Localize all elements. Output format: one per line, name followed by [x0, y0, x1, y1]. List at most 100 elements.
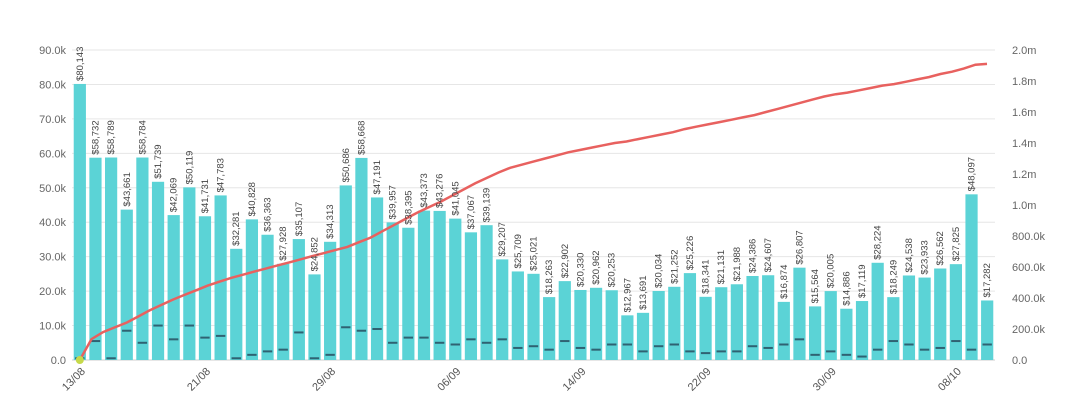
bar[interactable] [668, 286, 681, 360]
bar[interactable] [887, 297, 900, 360]
y-right-tick-label: 1.6m [1012, 107, 1036, 119]
bar-data-label: $25,709 [513, 234, 524, 268]
bar-data-label: $20,005 [826, 254, 837, 288]
bar[interactable] [574, 289, 587, 360]
bar[interactable] [699, 296, 712, 360]
bar-data-label: $39,139 [482, 188, 493, 222]
bar[interactable] [871, 262, 884, 360]
bar-data-label: $25,226 [685, 236, 696, 270]
bar-data-label: $36,363 [263, 197, 274, 231]
watermark: 大数跨境 [11, 389, 116, 410]
bar-data-label: $43,373 [419, 173, 430, 207]
bar-data-label: $35,107 [294, 202, 305, 236]
bar-data-label: $48,097 [967, 157, 978, 191]
y-right-tick-label: 800.0k [1012, 231, 1046, 243]
bar[interactable] [855, 301, 869, 360]
bar-data-label: $58,789 [106, 120, 117, 154]
bar[interactable] [402, 227, 415, 360]
bar[interactable] [355, 157, 368, 360]
x-tick-label: 22/09 [686, 366, 714, 394]
bar[interactable] [386, 222, 399, 360]
bar[interactable] [167, 215, 180, 360]
bar[interactable] [715, 287, 728, 360]
bar[interactable] [762, 275, 775, 360]
x-axis: 13/08 21/08 29/08 06/09 14/09 22/09 30/09 08/10 [60, 366, 964, 394]
bar[interactable] [934, 268, 947, 360]
bar-data-label: $38,395 [403, 190, 414, 224]
bar-data-label: $18,341 [701, 259, 712, 293]
bar[interactable] [621, 315, 634, 360]
bar[interactable] [183, 187, 196, 360]
bar[interactable] [277, 263, 290, 360]
bar[interactable] [981, 300, 994, 360]
bar[interactable] [105, 157, 118, 360]
bar[interactable] [324, 241, 337, 360]
bar[interactable] [433, 210, 446, 360]
bar-data-label: $40,828 [247, 182, 258, 216]
bar[interactable] [214, 195, 227, 360]
bar[interactable] [480, 225, 493, 360]
bar[interactable] [151, 181, 165, 360]
y-left-tick-label: 40.0k [39, 217, 66, 229]
bar-data-label: $20,253 [607, 253, 618, 287]
bar[interactable] [198, 216, 212, 360]
bar[interactable] [683, 273, 697, 360]
bar[interactable] [120, 209, 133, 360]
bar[interactable] [308, 274, 321, 360]
bar[interactable] [652, 290, 665, 360]
bar[interactable] [965, 194, 978, 360]
bar[interactable] [793, 267, 806, 360]
bar-data-label: $43,276 [435, 174, 446, 208]
bar[interactable] [230, 248, 243, 360]
bar[interactable] [824, 291, 837, 360]
y-right-tick-label: 600.0k [1012, 262, 1046, 274]
bar-data-label: $20,962 [591, 250, 602, 284]
bar[interactable] [245, 219, 259, 360]
bar[interactable] [449, 218, 462, 360]
bar[interactable] [339, 185, 352, 360]
bar[interactable] [730, 284, 743, 360]
bar[interactable] [808, 306, 822, 360]
bar[interactable] [527, 273, 540, 360]
y-right-tick-label: 1.0m [1012, 200, 1036, 212]
bar[interactable] [417, 210, 431, 360]
y-right-tick-label: 0.0 [1012, 355, 1027, 367]
bar[interactable] [136, 157, 149, 360]
y-left-tick-label: 90.0k [39, 45, 66, 57]
x-tick-label: 21/08 [185, 366, 213, 394]
bar[interactable] [89, 157, 102, 360]
bar[interactable] [589, 287, 603, 360]
bar-data-label: $58,668 [356, 121, 367, 155]
bar-data-label: $26,562 [935, 231, 946, 265]
bar[interactable] [511, 271, 524, 360]
bar[interactable] [918, 277, 931, 360]
bar-data-label: $24,386 [748, 239, 759, 273]
bar[interactable] [558, 281, 571, 360]
bar[interactable] [370, 197, 384, 360]
bar-data-label: $58,732 [90, 120, 101, 154]
bar-data-label: $16,874 [779, 265, 790, 299]
bar[interactable] [902, 275, 916, 360]
bar-data-label: $27,825 [951, 227, 962, 261]
bar[interactable] [949, 264, 962, 360]
bar[interactable] [840, 308, 853, 360]
bar[interactable] [464, 232, 478, 360]
bar[interactable] [261, 234, 274, 360]
bar[interactable] [543, 297, 556, 360]
bar[interactable] [292, 239, 305, 360]
bar[interactable] [746, 276, 759, 360]
bar-data-label: $24,538 [904, 238, 915, 272]
cumulative-line-series [75, 62, 988, 364]
bar[interactable] [496, 259, 509, 360]
bar-data-labels: $80,143 $58,732 $58,789 $43,661 $58,784 $51,7… [75, 47, 993, 313]
line-start-point [75, 356, 84, 364]
bar[interactable] [777, 301, 790, 360]
bar-data-label: $25,021 [529, 236, 540, 270]
y-right-tick-label: 1.2m [1012, 169, 1036, 181]
cumulative-line[interactable] [78, 62, 988, 361]
x-tick-label: 14/09 [561, 366, 589, 394]
bar[interactable] [636, 312, 650, 360]
bar[interactable] [605, 290, 618, 360]
bar[interactable] [73, 83, 86, 360]
